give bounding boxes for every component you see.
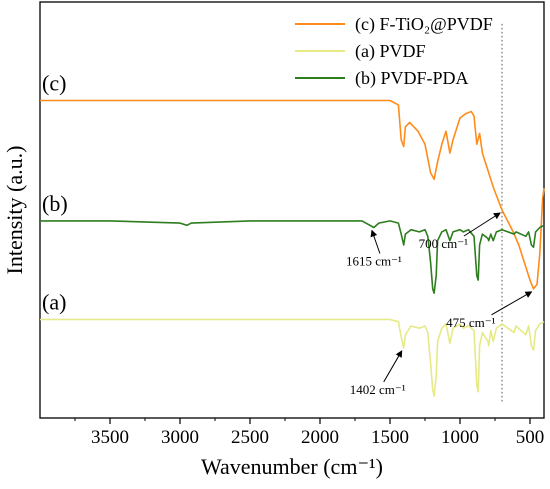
x-tick-label-3500: 3500 <box>91 427 129 448</box>
x-tick-label-2500: 2500 <box>231 427 269 448</box>
series-tag-a: (a) <box>42 289 66 314</box>
legend-label-a: (a) PVDF <box>355 41 426 62</box>
annotations: 700 cm⁻¹ 475 cm⁻¹ 1615 cm⁻¹ 1402 cm⁻¹ <box>346 212 533 397</box>
series-tag-c: (c) <box>42 71 66 96</box>
series-layer <box>40 99 545 397</box>
x-tick-label-3000: 3000 <box>161 427 199 448</box>
x-tick-label-2000: 2000 <box>301 427 339 448</box>
legend-label-c: (c) F-TiO₂@PVDF <box>355 14 493 35</box>
x-axis: 3500 3000 2500 2000 1500 1000 500 <box>74 418 545 448</box>
annotation-label-1615: 1615 cm⁻¹ <box>346 254 402 269</box>
annotation-label-475: 475 cm⁻¹ <box>446 315 495 330</box>
y-axis-title: Intensity (a.u.) <box>2 146 27 275</box>
series-line-a <box>40 318 545 397</box>
legend-label-b: (b) PVDF-PDA <box>355 68 469 89</box>
x-axis-title: Wavenumber (cm⁻¹) <box>201 454 383 479</box>
annotation-arrow-1402 <box>383 350 403 383</box>
annotation-label-1402: 1402 cm⁻¹ <box>350 382 406 397</box>
annotation-arrow-700 <box>463 212 501 237</box>
series-tag-b: (b) <box>42 191 68 216</box>
series-tags: (c) (a) (b) <box>42 71 68 315</box>
annotation-arrow-1615 <box>370 229 381 254</box>
x-tick-label-1000: 1000 <box>441 427 479 448</box>
legend: (c) F-TiO₂@PVDF (a) PVDF (b) PVDF-PDA <box>295 14 493 89</box>
annotation-label-700: 700 cm⁻¹ <box>419 236 468 251</box>
series-line-b <box>40 220 545 294</box>
series-line-c <box>40 99 545 290</box>
annotation-arrow-475 <box>491 291 533 316</box>
plot-frame <box>39 1 545 419</box>
x-tick-label-500: 500 <box>516 427 545 448</box>
x-tick-label-1500: 1500 <box>371 427 409 448</box>
